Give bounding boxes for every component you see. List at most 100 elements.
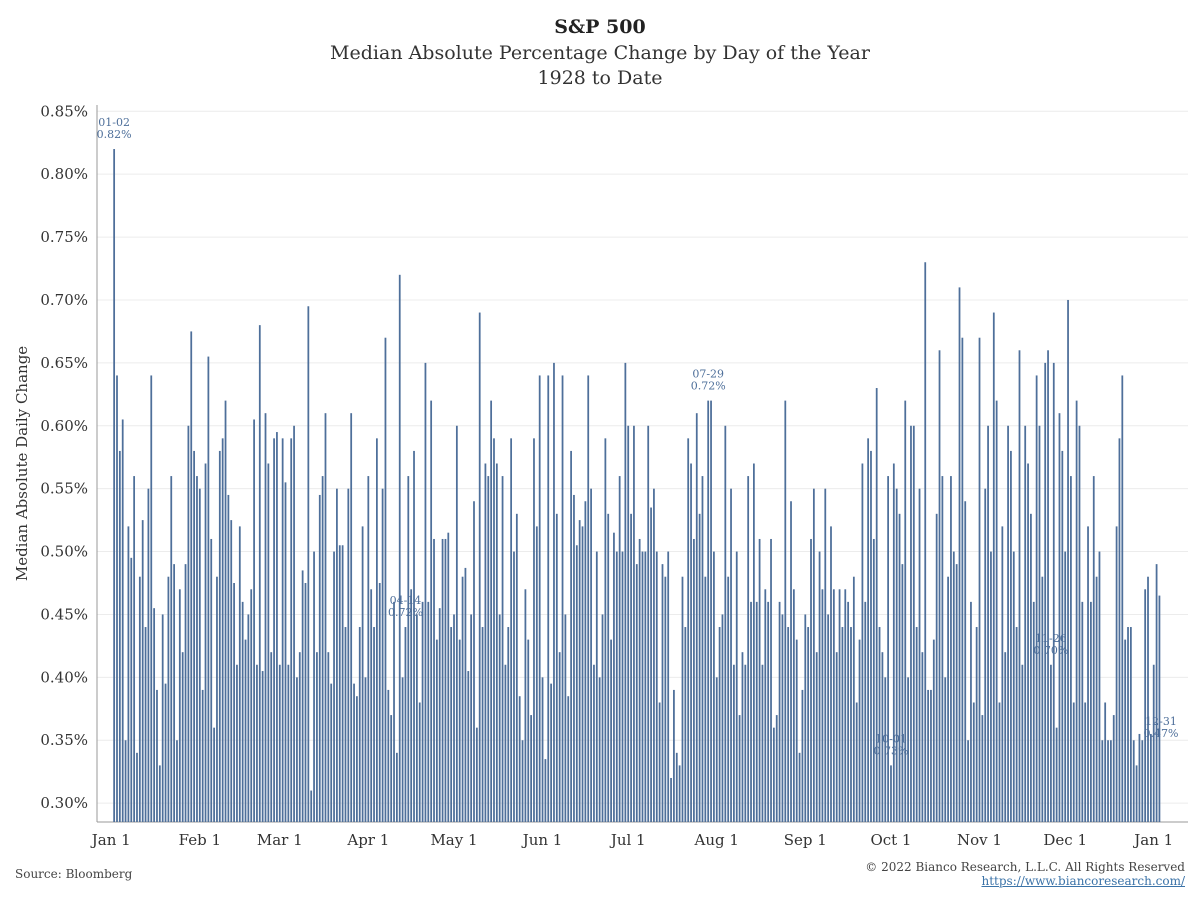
bar xyxy=(533,438,535,822)
website-link[interactable]: https://www.biancoresearch.com/ xyxy=(981,874,1185,888)
bar xyxy=(364,677,367,822)
bar xyxy=(555,513,558,822)
bar xyxy=(524,589,527,822)
bar xyxy=(301,570,304,822)
x-tick-label: Oct 1 xyxy=(870,831,911,849)
bar xyxy=(124,740,127,822)
bar xyxy=(964,501,967,822)
bar xyxy=(1155,564,1158,822)
bar xyxy=(444,538,447,822)
bar xyxy=(1118,438,1121,822)
bar xyxy=(653,488,655,822)
bar xyxy=(1101,740,1104,822)
bar xyxy=(518,696,521,822)
bar xyxy=(798,752,801,822)
bar xyxy=(827,614,830,822)
bar xyxy=(561,375,564,822)
bar xyxy=(413,450,415,822)
bar xyxy=(1050,664,1052,822)
bar xyxy=(927,689,929,822)
bar xyxy=(621,551,624,822)
bar xyxy=(730,488,732,822)
y-tick-label: 0.85% xyxy=(40,102,88,120)
bar xyxy=(1135,765,1138,822)
bar xyxy=(687,438,690,822)
bar xyxy=(778,601,781,822)
bar xyxy=(210,538,213,822)
bar xyxy=(447,532,450,822)
bar xyxy=(978,337,981,822)
bar xyxy=(218,450,221,822)
y-axis-title: Median Absolute Daily Change xyxy=(13,346,31,581)
bar xyxy=(710,400,712,822)
bar xyxy=(250,589,253,822)
bar xyxy=(130,557,133,822)
bar xyxy=(1149,733,1152,822)
bar xyxy=(530,715,532,822)
bar xyxy=(495,463,498,822)
bar xyxy=(998,702,1001,822)
bar xyxy=(987,425,989,822)
bar xyxy=(147,488,150,822)
copyright-note: © 2022 Bianco Research, L.L.C. All Right… xyxy=(865,860,1185,874)
annotation-date: 07-29 xyxy=(692,368,724,381)
bar xyxy=(547,375,550,822)
bar xyxy=(544,759,547,822)
bar xyxy=(781,614,784,822)
bar xyxy=(450,627,453,822)
bar xyxy=(810,538,812,822)
bar xyxy=(410,589,413,822)
bar xyxy=(1044,362,1047,822)
bar xyxy=(507,627,510,822)
bar xyxy=(490,400,493,822)
bar xyxy=(327,652,330,822)
bar xyxy=(458,639,461,822)
bar xyxy=(787,627,790,822)
bar xyxy=(924,262,927,822)
bar xyxy=(770,538,772,822)
bar xyxy=(761,664,764,822)
bar xyxy=(887,476,889,822)
annotation-value: 0.73% xyxy=(873,744,908,757)
bar xyxy=(1007,425,1009,822)
bar xyxy=(655,551,658,822)
bar xyxy=(835,652,838,822)
bar xyxy=(478,312,481,822)
bar xyxy=(870,450,872,822)
bar xyxy=(473,501,475,822)
bar xyxy=(116,375,118,822)
bar xyxy=(398,274,401,822)
y-tick-label: 0.50% xyxy=(40,543,88,561)
bar xyxy=(615,551,618,822)
bar xyxy=(912,425,915,822)
bar xyxy=(258,325,261,822)
source-note: Source: Bloomberg xyxy=(15,867,133,881)
bar xyxy=(573,494,575,822)
bar xyxy=(838,589,841,822)
bar xyxy=(118,450,121,822)
bar xyxy=(824,488,827,822)
bar xyxy=(784,400,787,822)
bar xyxy=(1112,715,1115,822)
bar xyxy=(558,652,561,822)
bar xyxy=(230,520,233,822)
y-tick-label: 0.55% xyxy=(40,480,88,498)
annotation-date: 11-26 xyxy=(1035,632,1067,645)
bar xyxy=(935,513,938,822)
bar xyxy=(150,375,153,822)
y-tick-label: 0.30% xyxy=(40,794,88,812)
bar xyxy=(1001,526,1004,822)
bar xyxy=(967,740,969,822)
bar xyxy=(233,583,235,822)
bar xyxy=(858,639,861,822)
bar xyxy=(324,413,327,822)
bar xyxy=(884,677,887,822)
bar xyxy=(1158,595,1161,822)
bar xyxy=(715,677,718,822)
bar xyxy=(704,576,707,822)
bar xyxy=(1138,733,1141,822)
bar xyxy=(981,715,984,822)
bar xyxy=(158,765,161,822)
bar xyxy=(553,362,555,822)
bar xyxy=(213,727,215,822)
